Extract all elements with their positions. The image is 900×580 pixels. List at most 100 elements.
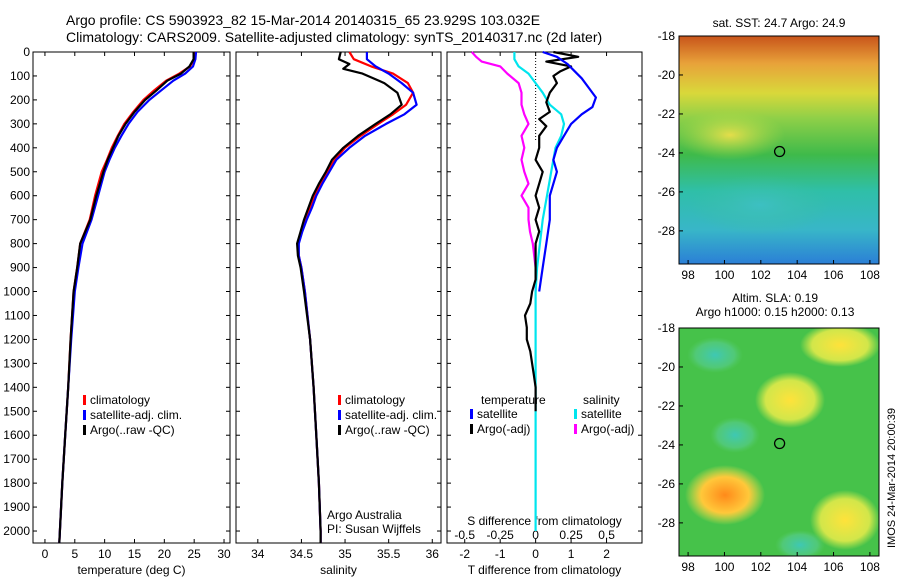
legend-swatch-sat [83,410,86,420]
y-tick-label: 200 [10,93,30,107]
sla-map: Altim. SLA: 0.19 Argo h1000: 0.15 h2000:… [658,291,881,574]
y-tick-label: 1300 [3,356,30,370]
y-tick-label: 1900 [3,500,30,514]
legend-swatch-sat [470,409,473,419]
imos-credit: IMOS 24-Mar-2014 20:00:39 [886,408,898,548]
legend-label: Argo(..raw -QC) [345,423,430,437]
x-tick-label: 35 [338,547,352,561]
map-x-tick-label: 104 [787,560,807,574]
y-tick-label: 400 [10,141,30,155]
legend-swatch-sat [338,410,341,420]
legend-swatch-argo_s [574,424,577,434]
panel-frame [446,51,643,544]
y-tick-label: 500 [10,165,30,179]
map-x-tick-label: 108 [860,268,880,282]
x-tick-label: 34 [251,547,265,561]
map-y-tick-label: -28 [658,516,676,530]
x-tick-label: 1 [568,547,575,561]
map-y-tick-label: -24 [658,438,676,452]
sla-cyan-patch-3 [775,530,825,556]
legend-label: climatology [345,393,405,407]
sla-argo-marker [773,437,786,450]
map-y-tick-label: -20 [658,68,676,82]
legend-label: satellite-adj. clim. [90,408,182,422]
legend-swatch-argo [83,425,86,435]
y-tick-label: 1700 [3,452,30,466]
sla-subtitle: Argo h1000: 0.15 h2000: 0.13 [696,305,855,319]
header-line1: Argo profile: CS 5903923_82 15-Mar-2014 … [66,12,540,28]
y-tick-label: 1600 [3,428,30,442]
legend-label: satellite-adj. clim. [345,408,437,422]
sla-cyan-patch-2 [710,417,760,453]
legend-label: satellite [477,407,518,421]
x-tick-label: 5 [71,547,78,561]
legend-label: climatology [90,393,150,407]
y-tick-label: 300 [10,117,30,131]
map-x-tick-label: 100 [714,268,734,282]
x-tick-label: 0 [532,547,539,561]
panel-differences: -2 -1 0 1 2 T difference from climatology -0.5… [446,50,643,577]
y-tick-label: 600 [10,189,30,203]
sst-argo-marker [773,145,786,158]
sla-title: Altim. SLA: 0.19 [732,291,818,305]
sla-yellow-patch-3 [810,490,879,550]
legend-label: Argo(-adj) [477,422,530,436]
y-tick-label: 1000 [3,285,30,299]
map-x-tick-label: 102 [751,560,771,574]
sla-yellow-patch-2 [755,372,825,428]
sst-map: sat. SST: 24.7 Argo: 24.9 98 100 102 104 106… [658,16,881,282]
legend-title-salinity: salinity [583,393,620,407]
x-tick-label: -1 [495,547,506,561]
series-argo [58,52,195,544]
map-x-tick-label: 106 [824,560,844,574]
map-y-tick-label: -22 [658,107,676,121]
map-y-tick-label: -20 [658,360,676,374]
series-argo_s [470,51,537,292]
y-tick-label: 2000 [3,524,30,538]
y-tick-label: 900 [10,261,30,275]
s-tick-label: 0.5 [598,528,615,542]
legend-label: satellite [581,407,622,421]
map-y-tick-label: -18 [658,321,676,335]
x-tick-label: 15 [128,547,142,561]
map-y-tick-label: -28 [658,224,676,238]
map-y-tick-label: -22 [658,399,676,413]
x-tick-label: 34.5 [290,547,314,561]
series-sat [538,50,598,292]
header-line2: Climatology: CARS2009. Satellite-adjuste… [66,29,602,45]
legend-swatch-sat_s [574,409,577,419]
series-argo [296,51,403,543]
panel-frame [235,51,442,544]
y-tick-label: 1200 [3,332,30,346]
x-tick-label: -2 [459,547,470,561]
x-tick-label: 0 [42,547,49,561]
map-x-tick-label: 102 [751,268,771,282]
legend-label: Argo(-adj) [581,422,634,436]
y-tick-label: 100 [10,69,30,83]
map-x-tick-label: 100 [714,560,734,574]
map-x-tick-label: 104 [787,268,807,282]
y-tick-label: 800 [10,237,30,251]
panel-temperature: 0100200300400500600700800900100011001200… [3,45,231,577]
sst-cool-patch [690,175,830,235]
y-tick-label: 1400 [3,380,30,394]
x-tick-label: 2 [603,547,610,561]
x-tick-label: 35.5 [377,547,401,561]
annotation-line2: PI: Susan Wijffels [327,522,421,536]
map-y-tick-label: -26 [658,185,676,199]
y-tick-label: 1800 [3,476,30,490]
y-tick-label: 700 [10,213,30,227]
sst-warm-patch [679,110,785,160]
map-y-tick-label: -18 [658,29,676,43]
s-tick-label: 0.25 [559,528,583,542]
legend-swatch-clim [83,395,86,405]
map-x-tick-label: 98 [681,268,695,282]
s-tick-label: 0 [532,528,539,542]
x-tick-label: 10 [98,547,112,561]
map-x-tick-label: 98 [681,560,695,574]
legend-swatch-clim [338,395,341,405]
s-tick-label: -0.5 [454,528,475,542]
y-tick-label: 0 [23,45,30,59]
y-tick-label: 1500 [3,404,30,418]
